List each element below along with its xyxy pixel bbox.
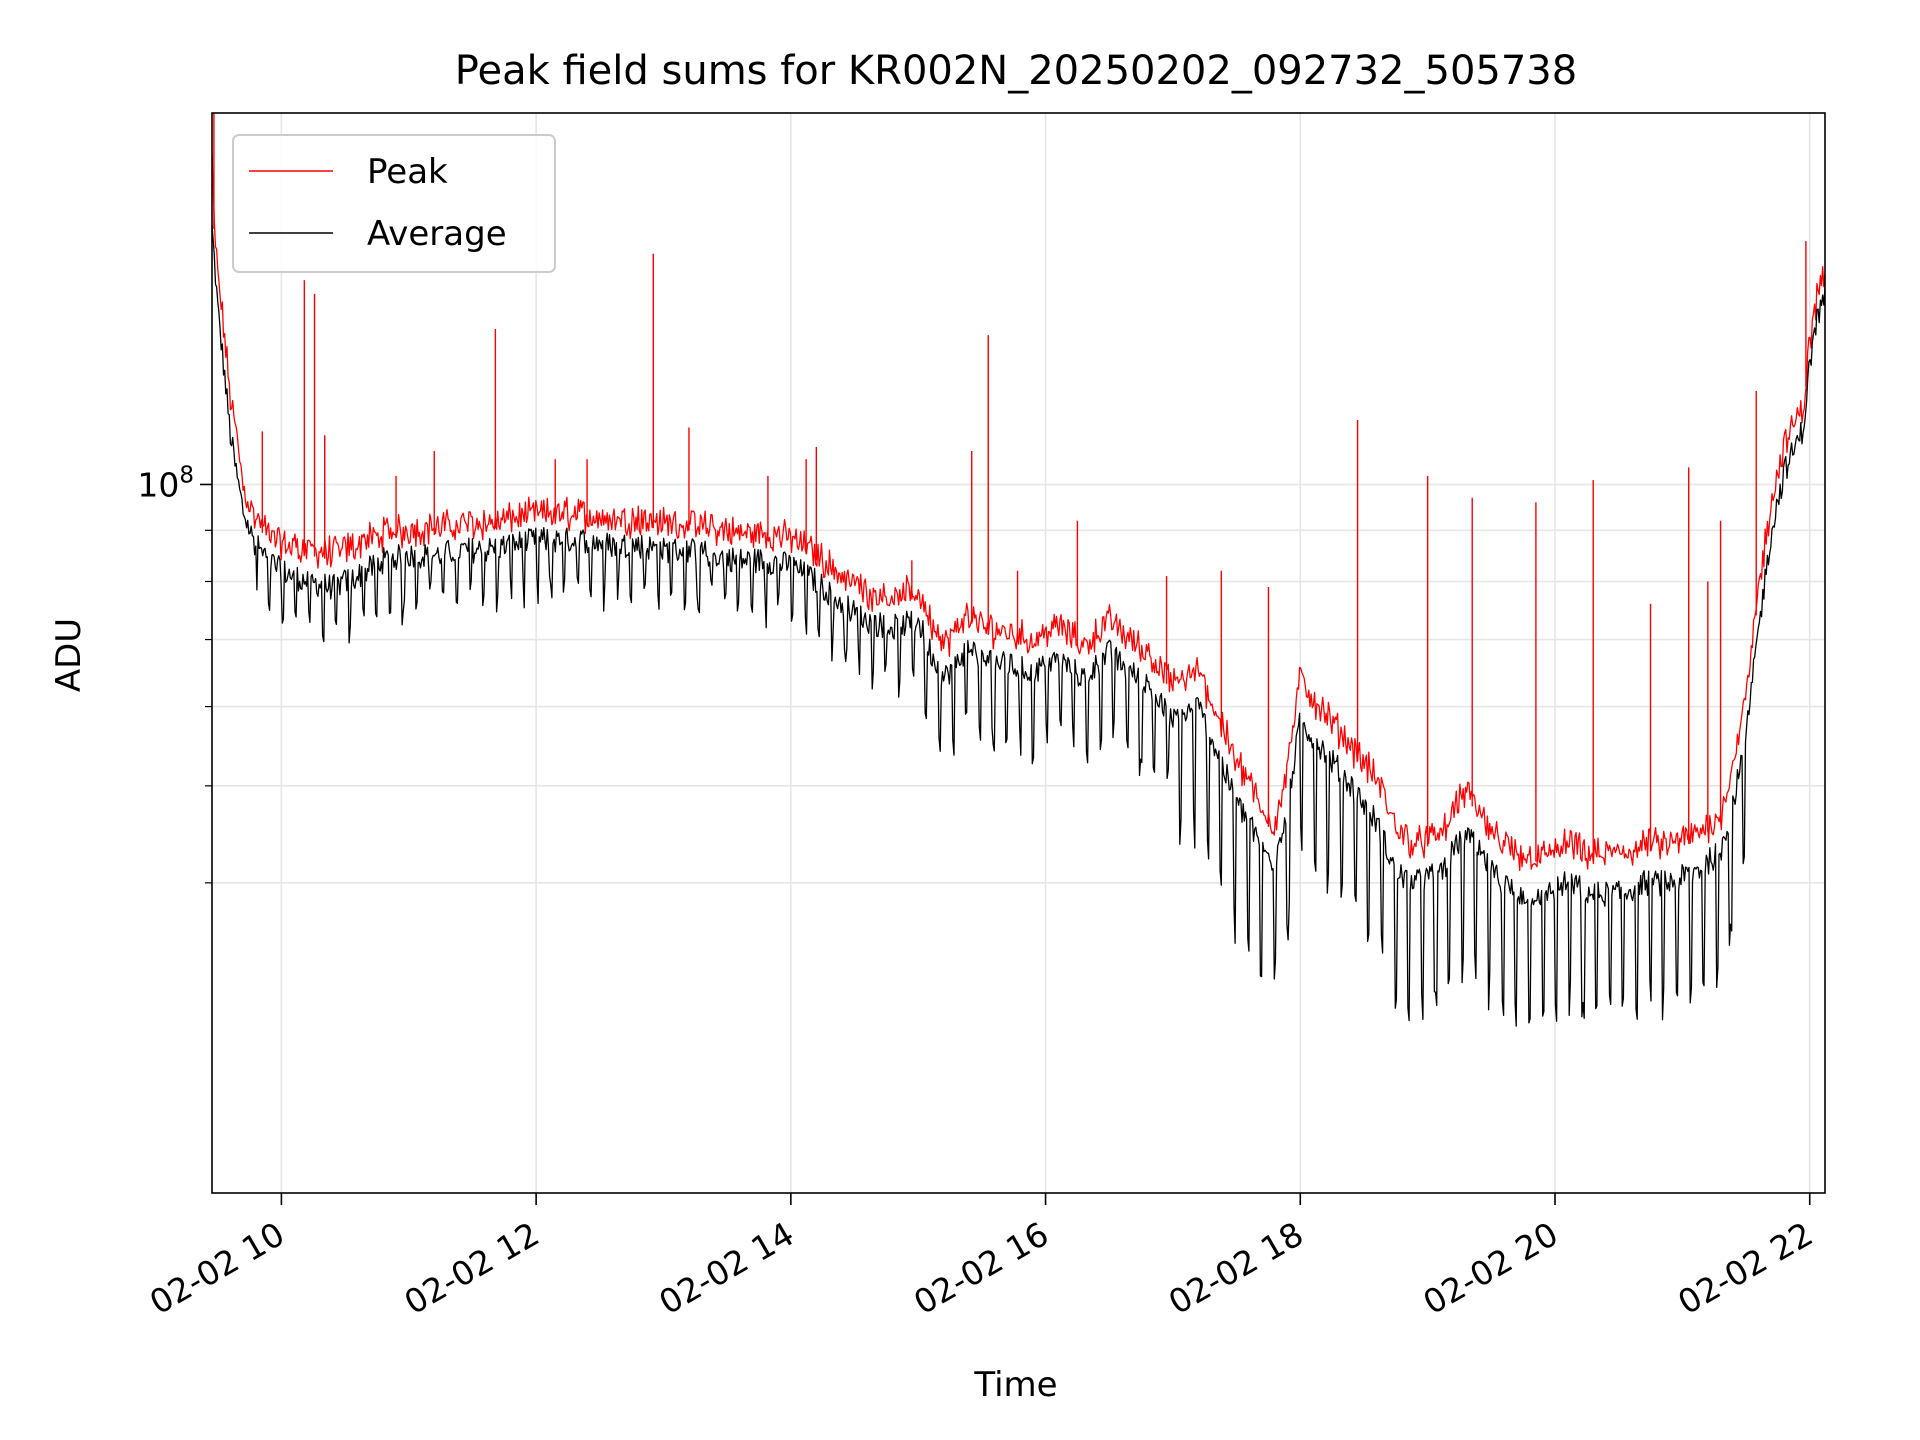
legend-box — [232, 134, 556, 273]
series-average-line — [212, 224, 1825, 1027]
plot-area — [212, 113, 1825, 1027]
legend: Peak Average — [232, 134, 556, 273]
grid — [212, 113, 1825, 1193]
x-axis-label: Time — [973, 1365, 1057, 1405]
series-peak-line — [212, 153, 1825, 872]
legend-average-label: Average — [367, 214, 507, 254]
legend-peak-label: Peak — [367, 152, 448, 192]
chart-title: Peak field sums for KR002N_20250202_0927… — [455, 48, 1577, 94]
axes-frame — [211, 112, 1826, 1194]
y-tick-label: 108 — [137, 462, 194, 504]
y-axis-label: ADU — [49, 618, 89, 692]
